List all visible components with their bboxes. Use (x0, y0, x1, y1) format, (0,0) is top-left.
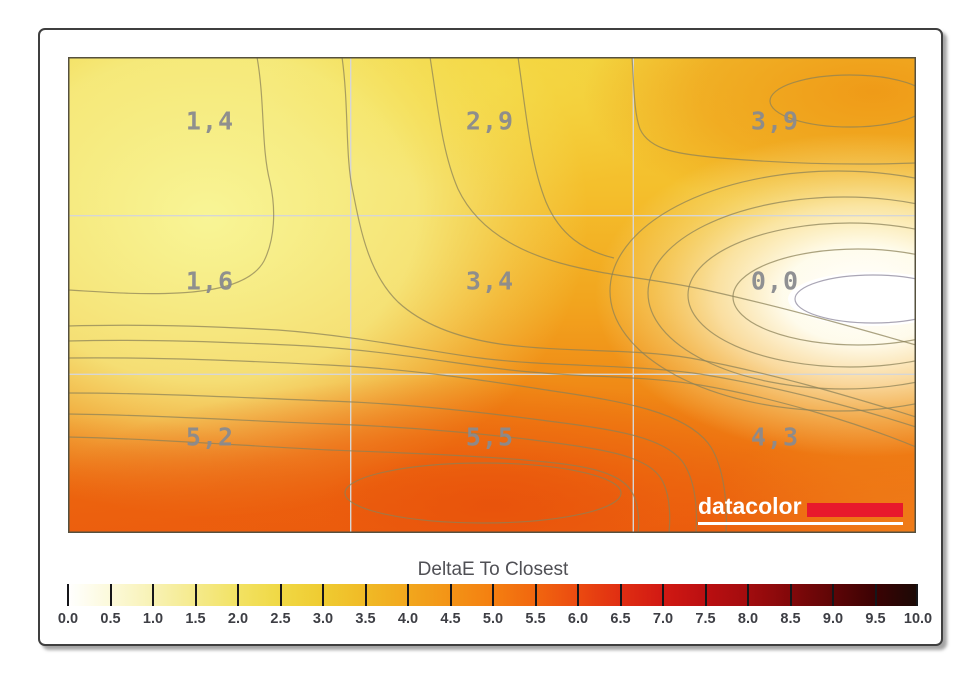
colorbar-tick-label: 7.5 (695, 611, 716, 627)
colorbar-tick (364, 584, 367, 606)
cell-value-label: 2,9 (465, 106, 515, 136)
colorbar-tick (322, 584, 324, 606)
cell-value-label: 5,2 (185, 422, 235, 452)
colorbar-tick (407, 584, 409, 606)
colorbar-tick-label: 5.0 (482, 611, 504, 627)
cell-value-label: 3,4 (465, 266, 515, 296)
datacolor-red-bar-icon (806, 503, 903, 517)
colorbar-tick-label: 0.5 (100, 611, 121, 627)
cell-value-label: 0,0 (750, 266, 800, 296)
colorbar-tick-label: 7.0 (652, 611, 674, 627)
colorbar-tick (534, 584, 537, 606)
colorbar-tick-label: 10.0 (903, 611, 933, 627)
contour-plot-svg (68, 57, 916, 533)
colorbar-tick-label: 5.5 (525, 611, 546, 627)
colorbar-tick-label: 9.0 (822, 611, 844, 627)
datacolor-wordmark: datacolor (698, 493, 802, 519)
colorbar-tick (662, 584, 664, 606)
colorbar-tick-label: 9.5 (865, 611, 886, 627)
colorbar (67, 584, 918, 606)
colorbar-tick-label: 4.0 (397, 611, 419, 627)
cell-value-label: 5,5 (465, 422, 515, 452)
colorbar-tick-label: 8.0 (737, 611, 759, 627)
colorbar-tick (577, 584, 579, 606)
colorbar-tick-label: 6.0 (567, 611, 589, 627)
grid-lines (68, 57, 916, 533)
cell-value-label: 3,9 (750, 106, 800, 136)
contour-plot: 1,4 2,9 3,9 1,6 3,4 0,0 5,2 5,5 4,3 data… (68, 57, 916, 533)
colorbar-tick (109, 584, 112, 606)
cell-value-label: 4,3 (750, 422, 800, 452)
colorbar-tick (67, 584, 69, 606)
colorbar-tick-label: 6.5 (610, 611, 631, 627)
colorbar-tick-labels: 0.0 0.5 1.0 1.5 2.0 2.5 3.0 3.5 4.0 4.5 … (58, 611, 932, 629)
colorbar-tick (704, 584, 707, 606)
contour-lines (68, 57, 916, 533)
datacolor-logo: datacolor (698, 495, 903, 525)
colorbar-tick-label: 1.0 (142, 611, 164, 627)
colorbar-tick-label: 1.5 (185, 611, 206, 627)
colorbar-title: DeltaE To Closest (417, 559, 569, 580)
colorbar-tick-label: 3.5 (355, 611, 376, 627)
colorbar-tick-label: 2.0 (227, 611, 249, 627)
colorbar-tick (194, 584, 197, 606)
colorbar-tick-label: 2.5 (270, 611, 291, 627)
colorbar-tick (279, 584, 282, 606)
colorbar-tick (789, 584, 792, 606)
colorbar-tick (916, 584, 918, 606)
cell-value-label: 1,4 (185, 106, 235, 136)
colorbar-tick (237, 584, 239, 606)
colorbar-tick (874, 584, 877, 606)
colorbar-tick (449, 584, 452, 606)
colorbar-tick-label: 8.5 (780, 611, 801, 627)
colorbar-tick (152, 584, 154, 606)
chart-card: 1,4 2,9 3,9 1,6 3,4 0,0 5,2 5,5 4,3 data… (38, 28, 943, 646)
colorbar-tick-label: 3.0 (312, 611, 334, 627)
colorbar-tick (619, 584, 622, 606)
colorbar-tick (492, 584, 494, 606)
cell-value-label: 1,6 (185, 266, 235, 296)
colorbar-tick (747, 584, 749, 606)
colorbar-tick (832, 584, 834, 606)
colorbar-tick-label: 4.5 (440, 611, 461, 627)
colorbar-tick-label: 0.0 (57, 611, 79, 627)
